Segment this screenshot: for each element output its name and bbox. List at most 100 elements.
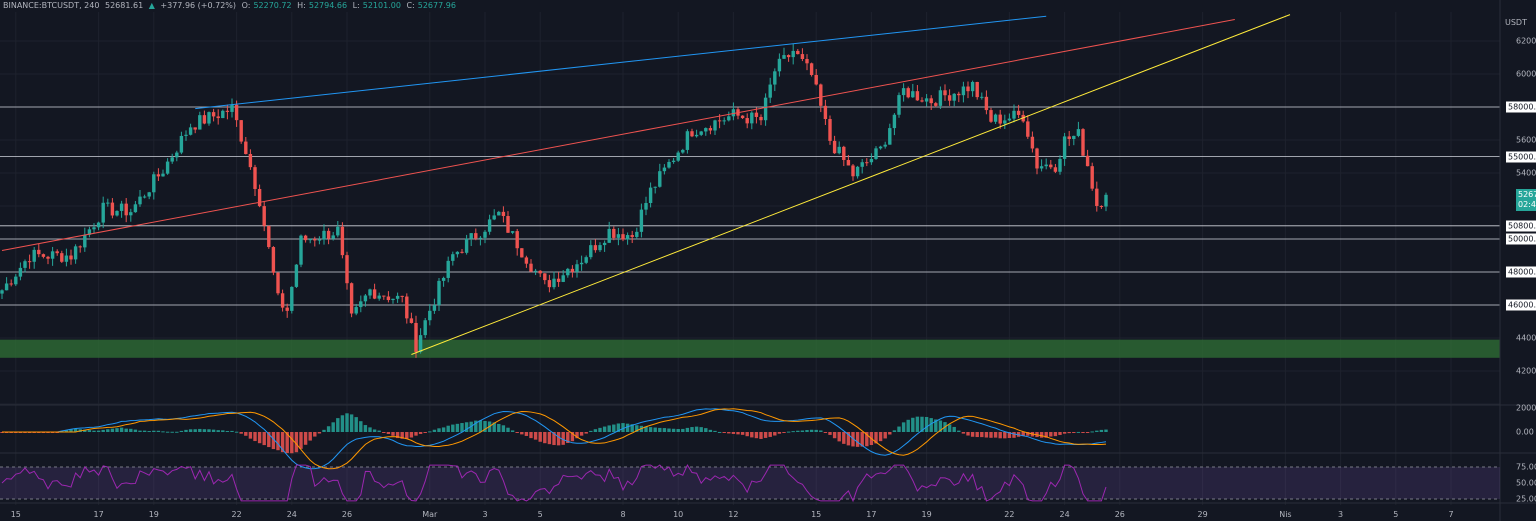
macd-histogram-bar	[428, 431, 432, 433]
candle	[851, 165, 855, 177]
macd-histogram-bar	[515, 432, 519, 433]
macd-histogram-bar	[405, 432, 409, 439]
time-tick: 3	[482, 510, 488, 519]
time-tick: 7	[1448, 510, 1454, 519]
candle	[138, 196, 142, 205]
macd-histogram-bar	[602, 426, 607, 432]
macd-tick: 2000.00	[1516, 403, 1536, 413]
open: 52270.72	[253, 1, 292, 10]
candle	[161, 173, 165, 177]
candle	[0, 290, 4, 294]
candle	[101, 202, 105, 223]
candle	[244, 141, 248, 155]
time-tick: 5	[537, 510, 543, 519]
candle	[216, 116, 220, 119]
candle	[313, 239, 317, 241]
macd-histogram-bar	[175, 431, 179, 433]
candle	[989, 110, 993, 122]
candle	[345, 255, 349, 284]
candle	[69, 255, 73, 260]
candle	[87, 229, 92, 235]
macd-histogram-bar	[96, 430, 101, 432]
macd-histogram-bar	[326, 426, 331, 432]
macd-histogram-bar	[1076, 431, 1081, 433]
candle	[331, 235, 335, 239]
macd-histogram-bar	[1003, 432, 1007, 439]
candle	[271, 247, 276, 273]
candle	[667, 161, 671, 168]
macd-tick: 0.00	[1516, 427, 1534, 437]
candle	[73, 246, 78, 260]
candle	[262, 206, 266, 226]
candle	[952, 93, 956, 101]
macd-histogram-bar	[474, 420, 478, 432]
candle	[552, 278, 556, 288]
candle	[1012, 110, 1016, 119]
macd-histogram-bar	[754, 432, 759, 439]
candle	[704, 128, 708, 132]
time-tick: 24	[1059, 510, 1070, 519]
signal-line	[2, 408, 1107, 470]
macd-histogram-bar	[244, 432, 248, 436]
macd-histogram-bar	[441, 427, 446, 432]
candle	[483, 231, 487, 238]
candle	[4, 283, 9, 291]
candle	[510, 231, 515, 233]
macd-histogram-bar	[497, 423, 501, 432]
candle	[883, 144, 887, 147]
macd-histogram-bar	[658, 427, 662, 432]
macd-histogram-bar	[750, 432, 754, 438]
level-price-label: 50000.00	[1506, 233, 1536, 245]
candle	[464, 238, 469, 253]
price-tick: 62000.00	[1516, 36, 1536, 46]
candle	[708, 128, 713, 131]
candle	[248, 154, 253, 168]
candle	[713, 120, 717, 131]
macd-histogram-bar	[561, 432, 565, 445]
candle	[658, 171, 662, 187]
macd-histogram-bar	[1049, 432, 1053, 437]
countdown: 02:43:01	[1518, 200, 1536, 209]
candle	[621, 234, 625, 240]
macd-histogram-bar	[248, 432, 253, 439]
macd-histogram-bar	[828, 432, 832, 435]
candle	[115, 210, 119, 216]
macd-histogram-bar	[92, 430, 96, 432]
macd-histogram-bar	[625, 423, 630, 432]
candle	[211, 112, 216, 117]
time-tick: 17	[93, 510, 104, 519]
macd-histogram-bar	[211, 429, 216, 432]
macd-histogram-bar	[101, 429, 105, 432]
macd-histogram-bar	[1081, 432, 1085, 433]
candle	[239, 120, 243, 142]
time-tick: 15	[10, 510, 21, 519]
candle	[395, 295, 400, 299]
rsi-band	[0, 467, 1500, 499]
macd-histogram-bar	[69, 429, 73, 432]
candle	[943, 90, 947, 96]
time-tick: 19	[921, 510, 932, 519]
candle	[501, 211, 506, 217]
price-tick: 42000.00	[1516, 366, 1536, 376]
candle	[648, 187, 653, 204]
level-price-label: 48000.00	[1506, 266, 1536, 278]
candle	[152, 174, 156, 193]
macd-histogram-bar	[340, 415, 345, 432]
candle	[644, 203, 648, 210]
candle	[561, 275, 565, 282]
time-tick: 17	[866, 510, 877, 519]
candle	[1039, 166, 1044, 169]
candle	[276, 272, 280, 294]
candle	[662, 167, 667, 172]
macd-histogram-bar	[708, 429, 713, 432]
macd-histogram-bar	[865, 432, 869, 447]
macd-histogram-bar	[846, 432, 851, 446]
candle	[119, 203, 124, 211]
macd-histogram-bar	[372, 429, 377, 432]
macd-histogram-bar	[727, 432, 731, 434]
candle	[865, 162, 869, 164]
macd-histogram-bar	[225, 430, 230, 432]
time-tick: 3	[1338, 510, 1344, 519]
macd-histogram-bar	[892, 430, 897, 432]
